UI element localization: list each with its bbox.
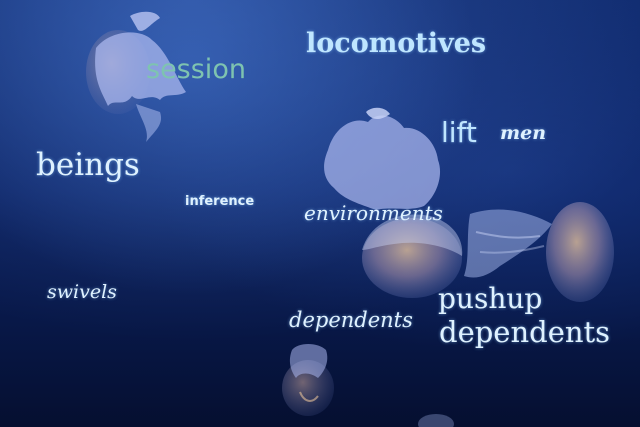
word-session: session — [146, 54, 246, 85]
word-environments: environments — [304, 201, 443, 225]
word-beings: beings — [36, 147, 140, 183]
word-dependents-large: dependents — [439, 315, 611, 349]
jellyfish-faint-bottom-right — [418, 414, 454, 427]
word-dependents-script: dependents — [289, 308, 413, 332]
jellyfish-bottom — [282, 344, 334, 416]
word-pushup: pushup — [438, 282, 543, 315]
jellyfish-right — [464, 202, 614, 302]
word-swivels: swivels — [47, 281, 117, 303]
word-men: men — [500, 122, 547, 144]
jellyfish-center — [324, 107, 463, 298]
jellyfish-top-left — [86, 11, 186, 142]
word-locomotives: locomotives — [306, 28, 487, 59]
word-lift: lift — [441, 116, 477, 149]
word-inference: inference — [185, 194, 255, 209]
